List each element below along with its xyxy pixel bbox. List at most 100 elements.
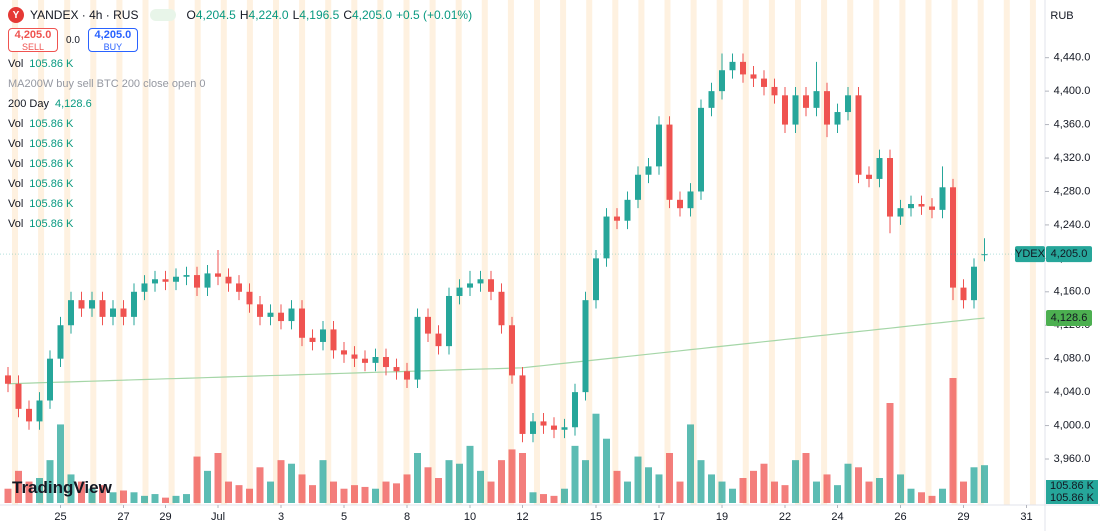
candle-body: [246, 291, 253, 305]
candle-body: [929, 206, 935, 210]
candle-body: [36, 400, 43, 422]
session-band: [716, 0, 723, 505]
volume-bar: [130, 492, 138, 503]
candle-body: [5, 375, 11, 384]
indicator-value: 105.86 K: [29, 138, 74, 150]
volume-bar: [813, 481, 820, 503]
candle-body: [204, 273, 211, 288]
candle-body: [687, 191, 694, 209]
volume-bar: [256, 467, 264, 503]
session-band: [116, 0, 123, 505]
x-tick-label: 31: [1020, 511, 1032, 523]
indicator-value: 105.86 K: [29, 218, 74, 230]
candle-body: [918, 204, 925, 207]
candle-body: [404, 371, 410, 380]
volume-bar: [540, 494, 547, 503]
ohlc-value: 4,205.0: [351, 8, 393, 22]
volume-bar: [57, 424, 64, 503]
candle-body: [141, 283, 148, 292]
candle-body: [897, 208, 904, 217]
candle-body: [488, 279, 494, 292]
trade-row: 4,205.0 SELL 0.0 4,205.0 BUY: [8, 28, 472, 52]
ohlc-value: 4,196.5: [299, 8, 340, 22]
buy-button[interactable]: 4,205.0 BUY: [87, 28, 138, 52]
volume-bar: [393, 483, 400, 503]
candle-body: [645, 166, 652, 175]
volume-bar: [603, 438, 610, 503]
x-tick-label: 24: [831, 511, 843, 523]
y-tick-label: 4,360.0: [1054, 118, 1091, 130]
ohlc-values: O4,204.5 H4,224.0 L4,196.5 C4,205.0 +0.5 (+0…: [182, 8, 472, 22]
volume-bar: [319, 460, 327, 503]
session-band: [899, 0, 906, 505]
volume-bar: [697, 460, 705, 503]
y-tick-label: 4,280.0: [1054, 185, 1091, 197]
candle-body: [351, 354, 358, 359]
candle-body: [719, 70, 725, 92]
symbol-tag: YDEX: [1015, 248, 1046, 260]
candle-body: [78, 300, 85, 309]
indicator-list: Vol 105.86 K MA200W buy sell BTC 200 close…: [8, 54, 472, 234]
candle-body: [803, 95, 809, 108]
sell-button[interactable]: 4,205.0 SELL: [8, 28, 58, 52]
candle-body: [666, 124, 673, 200]
volume-bar: [78, 481, 85, 503]
volume-bar: [498, 460, 505, 503]
volume-bar: [897, 474, 904, 503]
candle-body: [729, 61, 736, 71]
candle-body: [551, 425, 557, 430]
candle-body: [981, 254, 988, 256]
x-tick-label: 27: [117, 511, 129, 523]
volume-bar: [760, 463, 768, 503]
session-band: [220, 0, 227, 505]
volume-bar: [340, 488, 348, 503]
indicator-value: 105.86 K: [29, 158, 74, 170]
volume-bar: [372, 488, 379, 503]
indicator-value: 105.86 K: [29, 178, 74, 190]
candle-body: [561, 427, 568, 430]
volume-bar: [172, 495, 180, 503]
candle-body: [152, 279, 158, 284]
volume-bar: [876, 478, 883, 503]
symbol-row: Y YANDEX · 4h · RUS O4,204.5 H4,224.0 L4,1…: [8, 6, 472, 24]
indicator-row: Vol 105.86 K: [8, 54, 472, 74]
x-tick-label: 26: [894, 511, 906, 523]
candle-body: [47, 358, 53, 401]
candle-body: [509, 325, 515, 376]
candle-body: [120, 308, 127, 317]
volume-bar: [771, 481, 778, 503]
session-band: [455, 0, 462, 505]
indicator-row: 200 Day 4,128.6: [8, 94, 472, 114]
candle-body: [677, 199, 683, 209]
candle-body: [362, 358, 368, 363]
volume-bar: [960, 481, 967, 503]
session-band: [664, 0, 671, 505]
volume-bar: [592, 413, 600, 503]
ma-tag: 4,128.6: [1051, 312, 1088, 324]
session-band: [847, 0, 854, 505]
candle-body: [813, 91, 820, 108]
volume-bar: [25, 481, 33, 503]
y-tick-label: 4,160.0: [1054, 286, 1091, 298]
volume-bar: [970, 467, 978, 503]
volume-bar: [36, 478, 43, 503]
candle-body: [498, 291, 505, 326]
volume-bar: [151, 494, 159, 503]
ma-line: [7, 317, 985, 385]
volume-bar: [624, 481, 631, 503]
session-band: [977, 0, 984, 505]
candle-body: [456, 287, 463, 296]
candle-body: [467, 283, 473, 288]
candle-body: [162, 279, 169, 282]
symbol-name[interactable]: YANDEX · 4h · RUS: [30, 8, 139, 22]
session-band: [795, 0, 801, 505]
x-tick-label: 8: [404, 511, 410, 523]
candle-body: [383, 357, 389, 368]
candle-body: [299, 308, 305, 338]
candle-body: [530, 421, 536, 434]
volume-bar: [435, 478, 442, 503]
session-band: [403, 0, 410, 505]
candle-body: [99, 300, 106, 317]
